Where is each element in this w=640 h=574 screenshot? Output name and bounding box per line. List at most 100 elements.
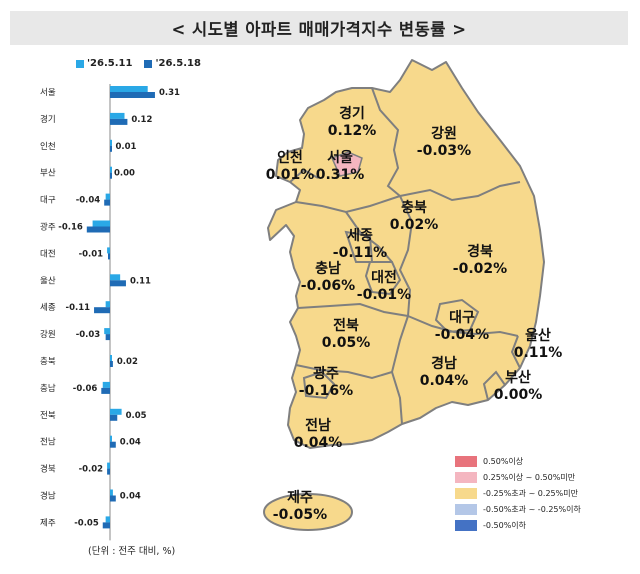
region-value: 0.04%: [420, 373, 469, 389]
bar-week2: [110, 172, 112, 179]
category-label: 전북: [40, 410, 56, 421]
data-label: 0.04: [120, 492, 141, 502]
map-labels: 경기0.12% 강원-0.03%인천0.01%서울0.31%충북0.02%세종-0…: [266, 105, 563, 523]
map-legend-swatch: [455, 520, 477, 531]
category-label: 강원: [40, 329, 56, 340]
map-legend-row: -0.50%이하: [455, 519, 581, 532]
region-name: 경남: [431, 355, 457, 372]
category-label: 대전: [40, 248, 56, 259]
bar-week1: [110, 489, 113, 496]
legend-label-week2: '26.5.18: [155, 58, 201, 69]
bar-week1: [110, 166, 112, 173]
map-legend-row: -0.50%초과 ~ -0.25%이하: [455, 503, 581, 516]
region-value: -0.02%: [453, 261, 507, 277]
border-chungnam-jeonbuk: [297, 302, 409, 317]
unit-note: (단위 : 전주 대비, %): [88, 546, 176, 557]
bar-week2: [110, 92, 155, 98]
region-value: 0.04%: [294, 435, 343, 451]
legend-item-week2: '26.5.18: [144, 58, 201, 69]
map-legend-label: 0.50%이상: [483, 457, 524, 466]
border-jeolla-gyeongsang: [390, 315, 409, 425]
region-value: 0.02%: [390, 217, 439, 233]
data-label: 0.05: [126, 411, 147, 421]
region-value: -0.11%: [333, 245, 387, 261]
data-label: -0.04: [76, 196, 101, 206]
map-legend-swatch: [455, 456, 477, 467]
title-bar: < 시도별 아파트 매매가격지수 변동률 >: [10, 11, 628, 45]
legend-label-week1: '26.5.11: [87, 58, 133, 69]
bar-week2: [102, 522, 110, 529]
region-name: 광주: [313, 365, 339, 382]
border-busan: [482, 370, 506, 401]
region-value: -0.03%: [417, 143, 471, 159]
bar-legend: '26.5.11 '26.5.18: [76, 58, 201, 69]
bar-week1: [92, 220, 110, 227]
category-label: 인천: [40, 141, 56, 152]
bar-week1: [105, 193, 110, 200]
legend-item-week1: '26.5.11: [76, 58, 132, 69]
data-label: 0.02: [117, 357, 138, 367]
region-value: 0.05%: [322, 335, 371, 351]
region-value: 0.01%: [266, 167, 315, 183]
border-daejeon: [364, 261, 402, 296]
map-legend-label: 0.25%이상 ~ 0.50%미만: [483, 473, 576, 482]
category-label: 전남: [40, 437, 56, 448]
region-value: -0.06%: [301, 278, 355, 294]
border-gangwon-south: [399, 181, 521, 202]
map-legend-row: 0.25%이상 ~ 0.50%미만: [455, 471, 581, 484]
region-name: 대전: [371, 269, 397, 286]
border-incheon: [289, 168, 319, 183]
bar-week1: [110, 274, 121, 281]
legend-swatch-week2: [144, 59, 153, 68]
border-daegu: [434, 298, 480, 334]
bar-week2: [105, 334, 110, 341]
region-name: 충남: [315, 260, 341, 277]
map-legend: 0.50%이상 0.25%이상 ~ 0.50%미만 -0.25%초과 ~ 0.2…: [455, 455, 581, 535]
category-label: 세종: [40, 303, 56, 313]
region-value: 0.12%: [328, 123, 377, 139]
data-label: -0.03: [76, 330, 101, 340]
region-name: 대구: [449, 310, 475, 326]
map-legend-swatch: [455, 472, 477, 483]
border-jeonbuk-jeonnam: [295, 364, 393, 380]
data-label: 0.00: [114, 169, 135, 179]
region-value: 0.00%: [494, 387, 543, 403]
map-legend-label: -0.25%초과 ~ 0.25%미만: [483, 489, 578, 498]
region-value: 0.11%: [514, 345, 563, 361]
region-name: 경기: [339, 105, 365, 122]
bar-week2: [110, 118, 128, 125]
data-label: -0.01: [79, 249, 104, 259]
bar-week2: [110, 414, 118, 421]
bar-week1: [105, 301, 110, 308]
data-label: -0.11: [66, 303, 91, 313]
region-value: -0.05%: [273, 507, 327, 523]
region-name: 충북: [401, 200, 427, 216]
bar-week1: [104, 328, 110, 335]
bar-week2: [110, 495, 116, 502]
seoul-shape: [330, 151, 363, 177]
border-gwangju: [302, 370, 336, 400]
region-name: 경북: [467, 243, 493, 260]
region-name: 세종: [347, 228, 373, 244]
bar-week1: [105, 516, 110, 523]
region-name: 서울: [327, 149, 353, 166]
category-label: 경기: [40, 114, 56, 125]
data-label: -0.16: [58, 223, 83, 233]
bar-week1: [110, 435, 112, 442]
chart-title: < 시도별 아파트 매매가격지수 변동률 >: [171, 20, 467, 39]
category-label: 경남: [40, 491, 56, 502]
border-chungbuk-east: [398, 195, 414, 317]
bar-week1: [110, 139, 112, 146]
category-label: 광주: [40, 222, 56, 233]
bar-week2: [110, 145, 112, 152]
bar-week1: [107, 247, 110, 254]
bar-week2: [110, 441, 116, 448]
data-label: 0.31: [159, 88, 180, 98]
map-legend-swatch: [455, 488, 477, 499]
category-label: 대구: [40, 196, 56, 206]
category-label: 경북: [40, 464, 56, 475]
data-label: 0.11: [130, 276, 151, 286]
province-borders: [289, 87, 521, 425]
map-legend-label: -0.50%초과 ~ -0.25%이하: [483, 505, 581, 514]
